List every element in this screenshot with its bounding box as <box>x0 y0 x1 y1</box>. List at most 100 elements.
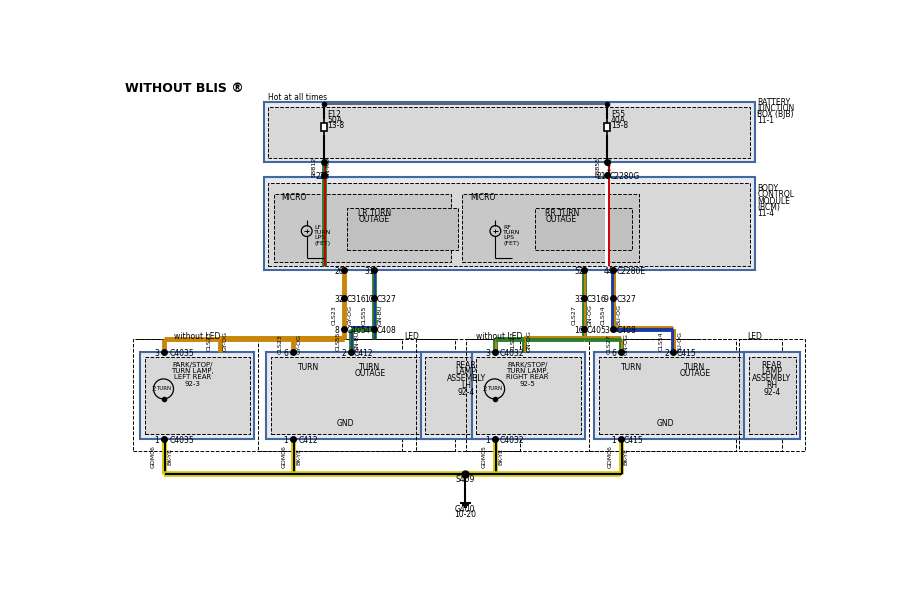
Text: 1: 1 <box>154 436 159 445</box>
Text: GN-RD: GN-RD <box>326 157 331 178</box>
Text: without LED: without LED <box>174 332 221 341</box>
Text: TURN: TURN <box>156 386 171 392</box>
Text: BK-YE: BK-YE <box>624 448 628 465</box>
Text: C327: C327 <box>377 295 397 304</box>
Bar <box>598 357 773 434</box>
Text: GDM05: GDM05 <box>481 445 487 468</box>
Text: GDM06: GDM06 <box>281 445 286 468</box>
Text: Hot at all times: Hot at all times <box>268 93 328 102</box>
Text: BOX (BJB): BOX (BJB) <box>757 110 794 120</box>
Text: 2: 2 <box>152 386 156 392</box>
Text: 31: 31 <box>364 267 374 276</box>
Bar <box>739 339 804 451</box>
Text: TURN LAMP,: TURN LAMP, <box>172 368 214 374</box>
Text: C415: C415 <box>676 349 696 358</box>
Text: F12: F12 <box>328 110 341 120</box>
Text: 40A: 40A <box>611 116 626 124</box>
Bar <box>425 357 511 434</box>
Text: RF: RF <box>503 224 511 230</box>
Text: C405: C405 <box>347 326 367 335</box>
Bar <box>476 357 581 434</box>
Text: GND: GND <box>656 419 675 428</box>
Bar <box>594 352 777 439</box>
Text: 11-4: 11-4 <box>757 209 775 218</box>
Text: GN-OG: GN-OG <box>527 330 532 352</box>
Text: 11-1: 11-1 <box>757 117 775 126</box>
Text: C408: C408 <box>617 326 636 335</box>
Bar <box>347 208 459 250</box>
Text: WH-RD: WH-RD <box>607 156 613 178</box>
Text: LR TURN: LR TURN <box>359 209 391 218</box>
Text: LAMP: LAMP <box>762 367 783 376</box>
Text: (FET): (FET) <box>314 241 331 246</box>
Text: C2280E: C2280E <box>617 267 646 276</box>
Text: GDM06: GDM06 <box>150 445 155 468</box>
Text: PARK/STOP/: PARK/STOP/ <box>173 362 213 368</box>
Bar <box>744 352 800 439</box>
Text: 2: 2 <box>482 386 487 392</box>
Text: C327: C327 <box>617 295 636 304</box>
Text: C316: C316 <box>347 295 367 304</box>
Text: 22: 22 <box>315 172 325 181</box>
Text: TURN: TURN <box>298 363 319 372</box>
Text: C316: C316 <box>587 295 607 304</box>
Text: 92-4: 92-4 <box>764 388 781 397</box>
Bar <box>141 352 254 439</box>
Text: CLS55: CLS55 <box>361 305 366 325</box>
Text: MICRO: MICRO <box>281 193 307 203</box>
Bar <box>604 123 610 131</box>
Text: LF: LF <box>314 224 321 230</box>
Text: 3: 3 <box>604 326 609 335</box>
Bar <box>268 107 750 158</box>
Text: TURN: TURN <box>360 363 380 372</box>
Bar <box>749 357 795 434</box>
Text: LPS: LPS <box>503 235 514 240</box>
Text: TURN: TURN <box>503 230 520 235</box>
Text: 92-5: 92-5 <box>520 381 536 387</box>
Bar <box>271 357 442 434</box>
Text: CLS27: CLS27 <box>571 305 577 325</box>
Bar <box>133 339 402 451</box>
Text: SBB55: SBB55 <box>596 157 600 177</box>
Text: BK-YE: BK-YE <box>167 448 173 465</box>
Bar <box>589 339 782 451</box>
Text: 13-8: 13-8 <box>328 121 345 130</box>
Text: 3: 3 <box>486 349 490 358</box>
Text: GY-OG: GY-OG <box>297 334 301 354</box>
Text: OUTAGE: OUTAGE <box>354 369 385 378</box>
Text: WITHOUT BLIS ®: WITHOUT BLIS ® <box>125 82 243 95</box>
Text: 33: 33 <box>575 295 585 304</box>
Text: BATTERY: BATTERY <box>757 98 790 107</box>
Text: GY-OG: GY-OG <box>222 331 228 351</box>
Bar <box>273 194 450 262</box>
Text: RH: RH <box>766 381 777 390</box>
Text: GN-BU: GN-BU <box>354 331 360 351</box>
Text: RR TURN: RR TURN <box>546 209 580 218</box>
Text: OUTAGE: OUTAGE <box>679 369 710 378</box>
Text: MODULE: MODULE <box>757 196 790 206</box>
Text: GN-OG: GN-OG <box>624 333 628 355</box>
Text: S409: S409 <box>456 475 475 484</box>
Bar <box>266 352 447 439</box>
Text: OUTAGE: OUTAGE <box>546 215 577 224</box>
Bar <box>536 208 632 250</box>
Text: TURN: TURN <box>314 230 331 235</box>
Text: C412: C412 <box>354 349 373 358</box>
Text: CLS54: CLS54 <box>658 331 664 351</box>
Text: LEFT REAR: LEFT REAR <box>174 375 212 381</box>
Bar <box>263 102 755 162</box>
Text: C4032: C4032 <box>499 349 524 358</box>
Bar <box>145 357 250 434</box>
Text: LED: LED <box>405 332 419 341</box>
Text: BODY: BODY <box>757 184 778 193</box>
Text: 1: 1 <box>486 436 490 445</box>
Text: BK-YE: BK-YE <box>297 448 301 465</box>
Bar <box>471 352 586 439</box>
Bar <box>263 177 755 270</box>
Text: JUNCTION: JUNCTION <box>757 104 794 113</box>
Text: BK-YE: BK-YE <box>498 448 503 465</box>
Text: 1: 1 <box>612 436 617 445</box>
Text: OUTAGE: OUTAGE <box>359 215 390 224</box>
Text: PARK/STOP/: PARK/STOP/ <box>508 362 548 368</box>
Text: LH: LH <box>461 381 471 390</box>
